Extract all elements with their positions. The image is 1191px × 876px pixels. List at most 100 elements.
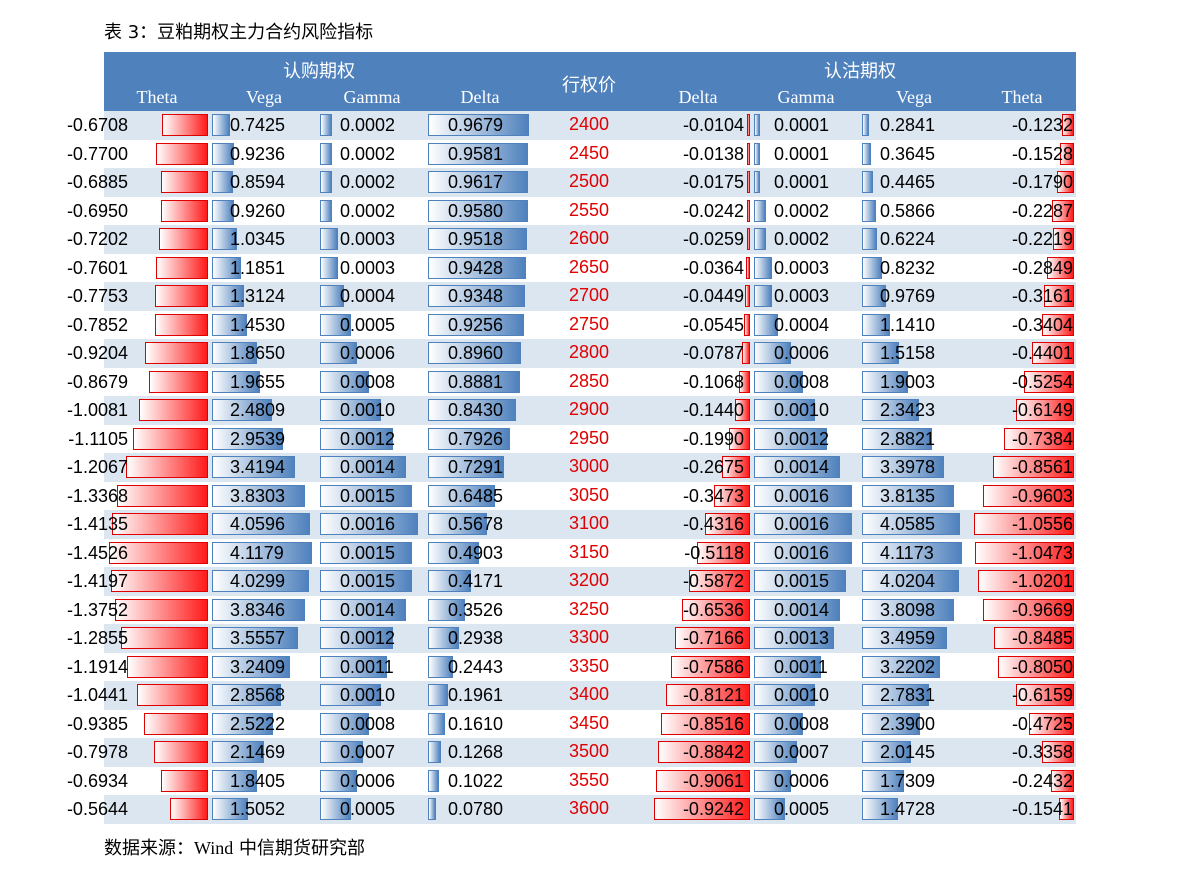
put-theta-value: -0.2219 bbox=[1011, 229, 1073, 249]
call-theta-cell: -0.7700 bbox=[67, 140, 210, 168]
call-theta-cell: -0.6950 bbox=[67, 197, 210, 225]
positive-data-bar bbox=[754, 484, 852, 507]
negative-data-bar bbox=[661, 712, 750, 735]
negative-data-bar bbox=[974, 541, 1074, 564]
call-gamma-value: 0.0012 bbox=[340, 628, 396, 648]
put-delta-cell: -0.1068 bbox=[644, 368, 752, 396]
call-vega-cell: 1.1851 bbox=[210, 254, 318, 282]
strike-cell: 3400 bbox=[534, 681, 644, 709]
put-delta-value: -0.8842 bbox=[682, 742, 744, 762]
table-row: -0.7700 0.9236 0.0002 0.9581 2450 -0.0138 0.00… bbox=[67, 140, 1076, 169]
call-vega-cell: 2.8568 bbox=[210, 681, 318, 709]
positive-data-bar bbox=[212, 541, 312, 564]
positive-data-bar bbox=[754, 684, 816, 706]
put-theta-value: -1.0556 bbox=[1011, 514, 1073, 534]
put-theta-value: -0.6159 bbox=[1011, 685, 1073, 705]
strike-value: 2950 bbox=[568, 427, 610, 448]
put-theta-cell: -0.3358 bbox=[968, 738, 1076, 766]
call-vega-value: 1.5052 bbox=[230, 799, 286, 819]
call-delta-cell: 0.3526 bbox=[426, 596, 534, 624]
positive-data-bar bbox=[428, 541, 479, 564]
put-vega-value: 3.2202 bbox=[880, 656, 936, 677]
call-vega-value: 0.9236 bbox=[230, 143, 286, 164]
put-vega-cell: 3.2202 bbox=[860, 653, 968, 681]
put-delta-header: Delta bbox=[678, 87, 718, 107]
negative-data-bar bbox=[156, 256, 208, 279]
positive-data-bar bbox=[428, 769, 439, 792]
call-theta-header: Theta bbox=[136, 87, 178, 107]
call-delta-header: Delta bbox=[460, 87, 500, 107]
positive-data-bar bbox=[754, 655, 822, 678]
positive-data-bar bbox=[862, 427, 932, 450]
call-gamma-cell: 0.0003 bbox=[318, 254, 426, 282]
positive-data-bar bbox=[320, 399, 382, 421]
positive-data-bar bbox=[862, 712, 920, 735]
put-delta-value: -0.1440 bbox=[682, 400, 744, 420]
call-delta-cell: 0.0780 bbox=[426, 795, 534, 823]
strike-cell: 2850 bbox=[534, 368, 644, 396]
negative-data-bar bbox=[139, 399, 208, 421]
positive-data-bar bbox=[428, 513, 488, 535]
call-vega-value: 2.9539 bbox=[230, 428, 286, 449]
put-theta-value: -0.3161 bbox=[1011, 286, 1073, 306]
positive-data-bar bbox=[212, 598, 305, 621]
negative-data-bar bbox=[741, 342, 750, 364]
put-gamma-value: 0.0006 bbox=[774, 770, 830, 791]
negative-data-bar bbox=[155, 285, 208, 307]
put-gamma-cell: 0.0003 bbox=[752, 254, 860, 282]
call-theta-cell: -1.1105 bbox=[68, 425, 210, 453]
call-gamma-cell: 0.0010 bbox=[318, 396, 426, 424]
positive-data-bar bbox=[754, 228, 767, 250]
put-vega-value: 3.3978 bbox=[880, 457, 936, 477]
put-theta-cell: -1.0473 bbox=[968, 539, 1076, 567]
positive-data-bar bbox=[428, 570, 472, 592]
put-theta-value: -0.1541 bbox=[1011, 799, 1073, 819]
negative-data-bar bbox=[1004, 427, 1074, 450]
put-gamma-value: 0.0001 bbox=[774, 115, 830, 135]
strike-value: 2700 bbox=[568, 285, 610, 305]
call-delta-value: 0.4171 bbox=[448, 571, 504, 591]
call-gamma-value: 0.0010 bbox=[340, 685, 396, 705]
put-vega-cell: 1.9003 bbox=[860, 368, 968, 396]
put-theta-cell: -0.8050 bbox=[968, 653, 1076, 681]
put-theta-value: -0.9603 bbox=[1011, 485, 1073, 506]
put-vega-cell: 0.2841 bbox=[860, 111, 968, 139]
positive-data-bar bbox=[754, 199, 767, 222]
positive-data-bar bbox=[428, 313, 525, 336]
strike-value: 2400 bbox=[568, 114, 610, 134]
put-delta-value: -0.4316 bbox=[682, 514, 744, 534]
call-vega-value: 2.1469 bbox=[230, 742, 286, 762]
call-delta-value: 0.9348 bbox=[448, 286, 504, 306]
put-theta-cell: -0.9603 bbox=[968, 482, 1076, 510]
call-gamma-cell: 0.0003 bbox=[318, 225, 426, 253]
call-vega-value: 1.3124 bbox=[230, 286, 286, 306]
source-prefix: 数据来源： bbox=[104, 838, 194, 859]
put-delta-value: -0.0138 bbox=[682, 143, 744, 164]
put-theta-cell: -0.3404 bbox=[968, 311, 1076, 339]
put-delta-cell: -0.5872 bbox=[644, 567, 752, 595]
put-gamma-value: 0.0004 bbox=[774, 314, 830, 335]
put-theta-cell: -0.9669 bbox=[968, 596, 1076, 624]
positive-data-bar bbox=[862, 171, 873, 193]
call-theta-cell: -0.6708 bbox=[67, 111, 210, 139]
call-vega-value: 0.8594 bbox=[230, 172, 286, 192]
put-vega-value: 4.0204 bbox=[880, 571, 936, 591]
call-vega-value: 2.4809 bbox=[230, 400, 286, 420]
positive-data-bar bbox=[754, 285, 773, 307]
positive-data-bar bbox=[754, 313, 779, 336]
call-gamma-value: 0.0015 bbox=[340, 571, 396, 591]
negative-data-bar bbox=[160, 199, 208, 222]
put-gamma-value: 0.0016 bbox=[774, 542, 830, 563]
call-vega-cell: 1.8650 bbox=[210, 339, 318, 367]
call-gamma-cell: 0.0015 bbox=[318, 482, 426, 510]
call-delta-value: 0.5678 bbox=[448, 514, 504, 534]
table-header: 认购期权 认沽期权 行权价 Theta Vega Gamma Delta Del… bbox=[104, 52, 1076, 111]
positive-data-bar bbox=[862, 541, 962, 564]
put-gamma-value: 0.0016 bbox=[774, 514, 830, 534]
put-gamma-value: 0.0015 bbox=[774, 571, 830, 591]
positive-data-bar bbox=[212, 484, 305, 507]
negative-data-bar bbox=[688, 570, 750, 592]
call-delta-value: 0.3526 bbox=[448, 599, 504, 620]
put-gamma-value: 0.0014 bbox=[774, 599, 830, 620]
call-theta-cell: -0.6885 bbox=[67, 168, 210, 196]
